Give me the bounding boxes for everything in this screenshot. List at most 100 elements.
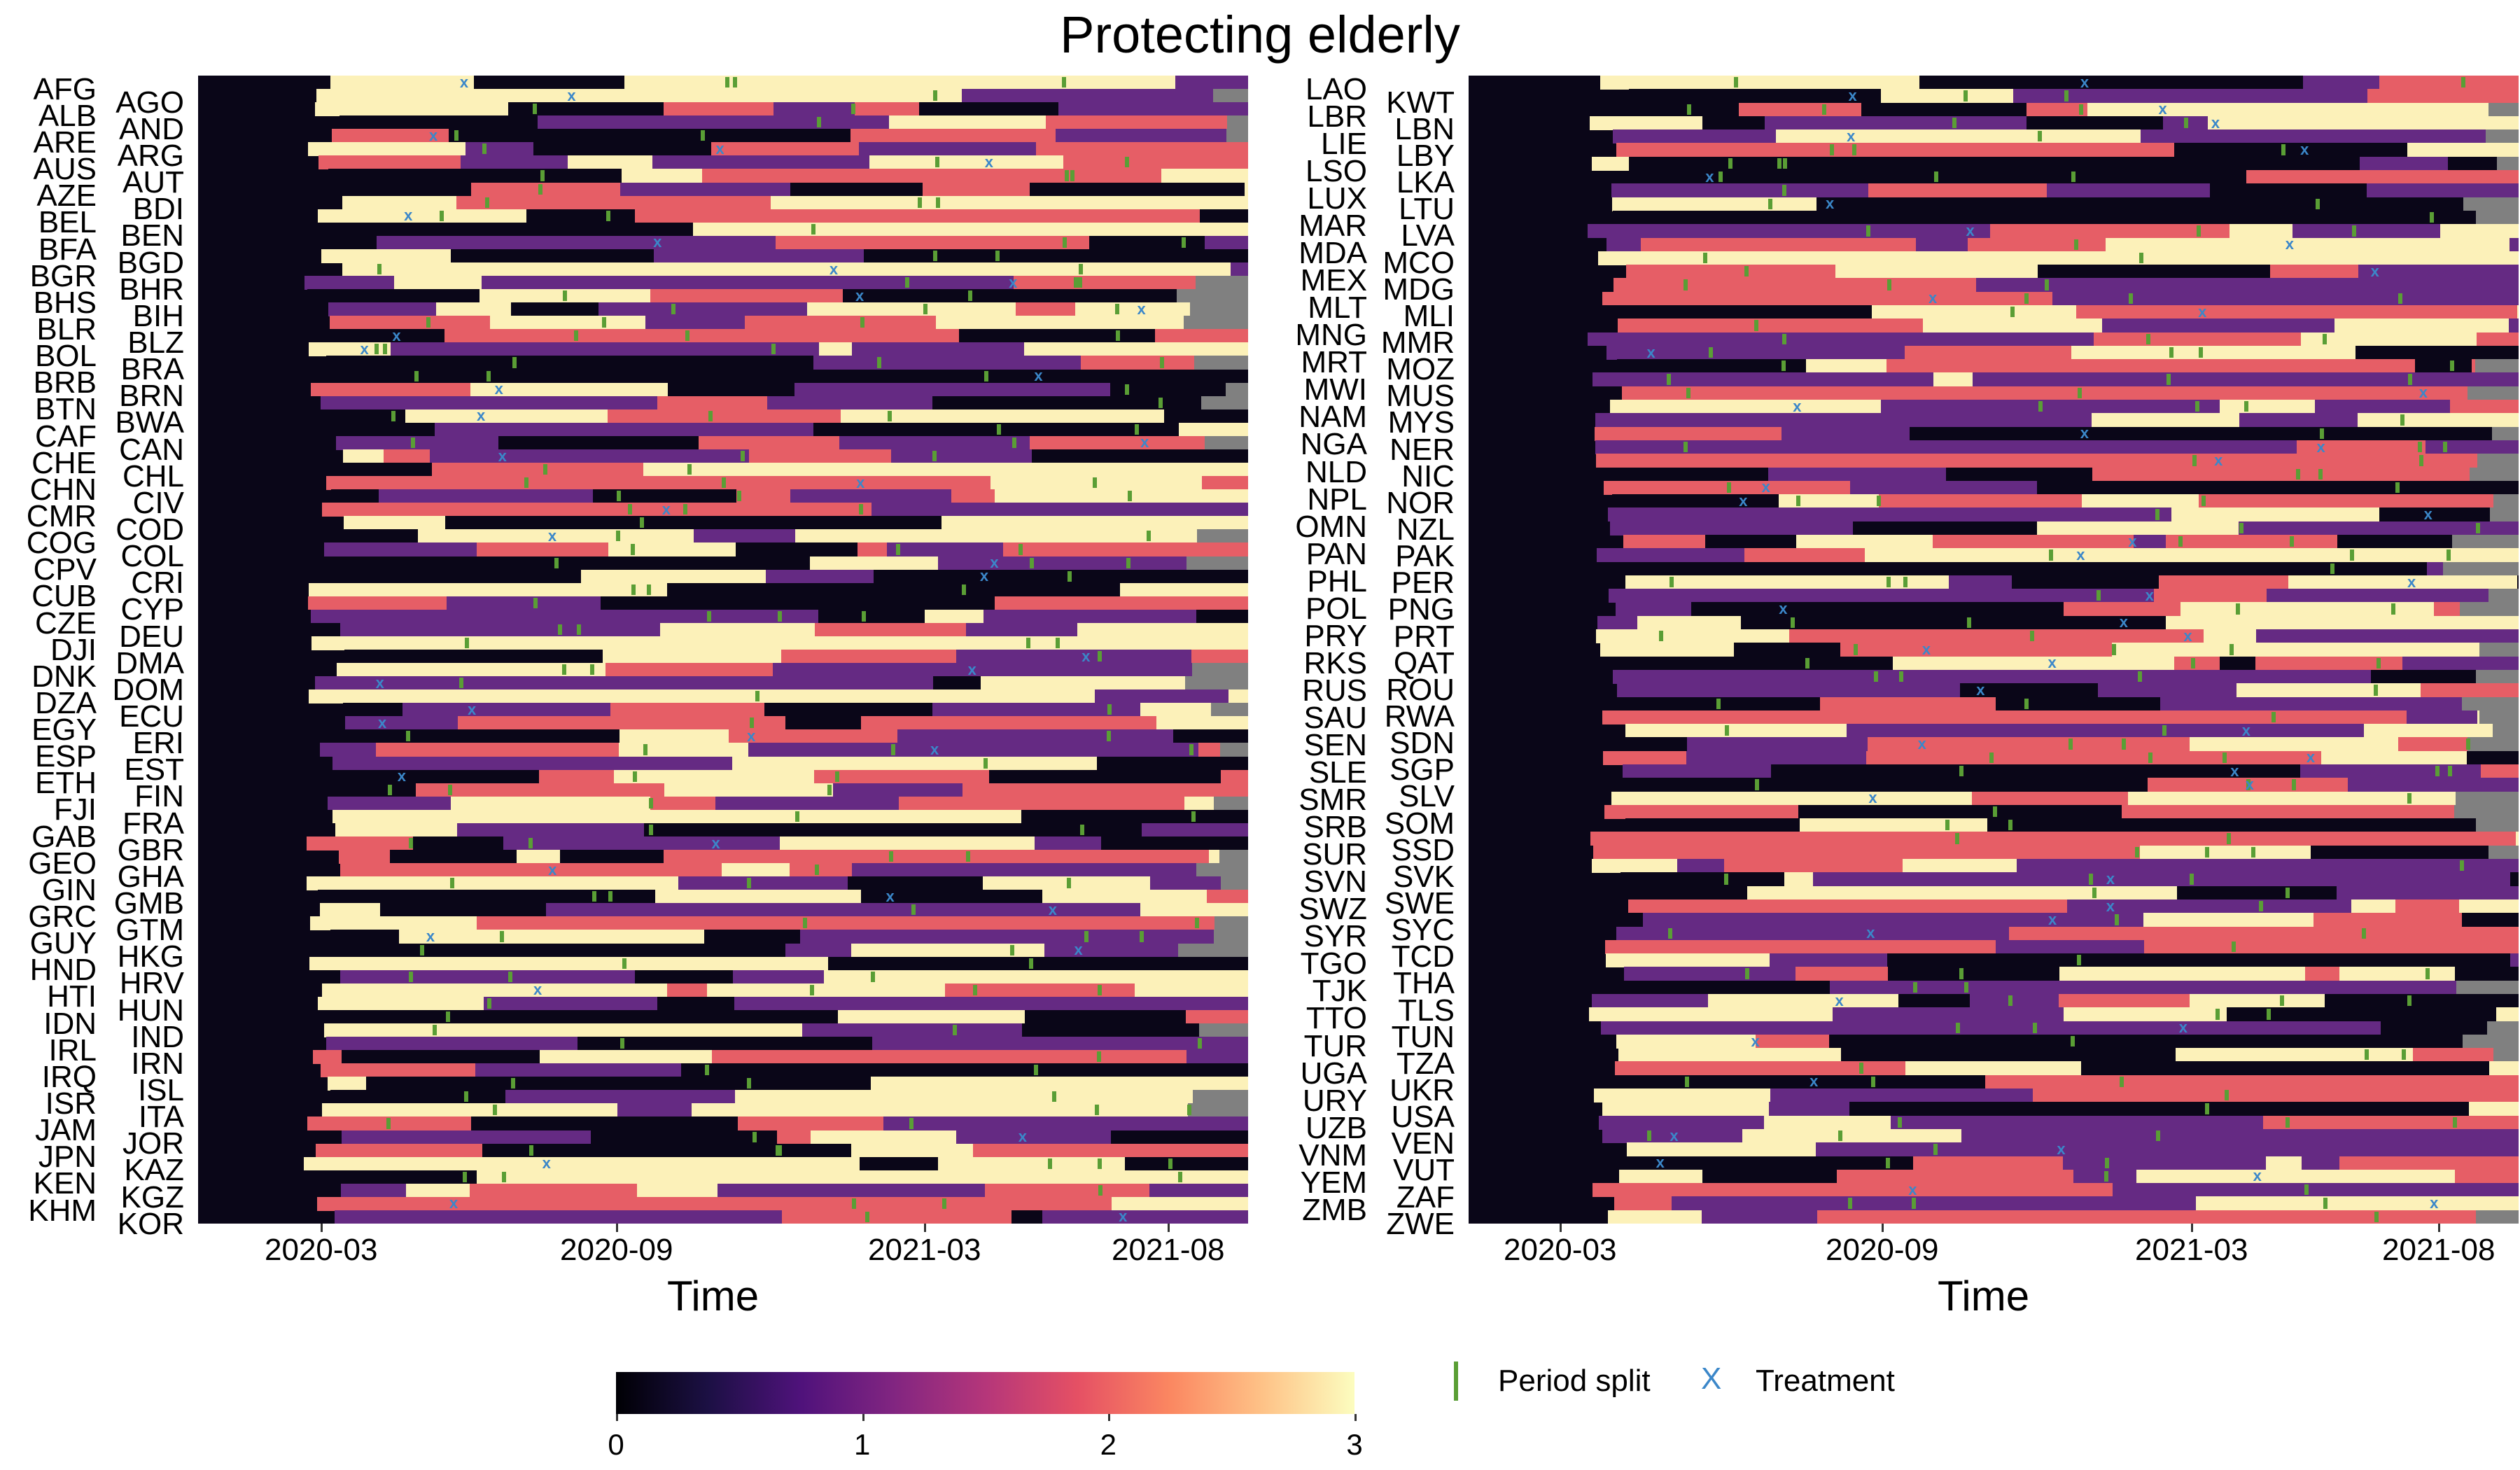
heatmap-cell xyxy=(635,969,734,984)
heatmap-cell xyxy=(1825,440,2026,454)
heatmap-cell xyxy=(2216,372,2359,387)
heatmap-cell xyxy=(1618,1048,1807,1063)
heatmap-cell xyxy=(981,676,1065,690)
heatmap-row: x xyxy=(198,1156,1248,1171)
heatmap-cell xyxy=(2004,197,2196,211)
heatmap-cell xyxy=(2219,656,2256,671)
y-tick-label-outer: GAB xyxy=(31,819,97,854)
heatmap-cell xyxy=(1603,656,1704,671)
heatmap-cell xyxy=(1886,359,2092,374)
y-tick-label-outer: PHL xyxy=(1307,564,1367,598)
heatmap-cell xyxy=(2066,589,2155,603)
x-tick xyxy=(1168,1224,1170,1232)
y-tick-label-outer: TTO xyxy=(1306,1001,1367,1036)
heatmap-cell xyxy=(1600,76,1630,90)
period-split-marker xyxy=(2461,77,2466,88)
heatmap-cell xyxy=(711,115,783,130)
heatmap-cell xyxy=(1187,969,1218,984)
heatmap-cell xyxy=(2240,1169,2372,1184)
heatmap-cell xyxy=(2403,1074,2519,1089)
missing-cell xyxy=(1213,796,1248,811)
heatmap-cell xyxy=(618,142,712,156)
heatmap-cell xyxy=(1592,1183,1642,1197)
heatmap-cell xyxy=(2059,1196,2197,1211)
y-tick-label-outer: HND xyxy=(29,953,97,988)
heatmap-cell xyxy=(1602,291,1685,306)
heatmap-cell xyxy=(1921,1088,2033,1102)
missing-cell xyxy=(2476,210,2519,225)
heatmap-cell xyxy=(1622,764,1772,778)
heatmap-cell xyxy=(853,596,995,610)
y-tick-label-inner: BDI xyxy=(132,192,184,227)
heatmap-cell xyxy=(2440,224,2519,239)
heatmap-row xyxy=(198,463,1248,477)
heatmap-cell xyxy=(860,716,1065,730)
heatmap-cell xyxy=(308,142,466,156)
y-tick-label-inner: VUT xyxy=(1393,1153,1455,1188)
treatment-marker: x xyxy=(2158,100,2167,118)
heatmap-cell xyxy=(326,769,423,784)
heatmap-cell xyxy=(1642,913,1769,927)
heatmap-cell xyxy=(1030,956,1100,971)
y-tick-label-outer: CHE xyxy=(31,445,97,480)
heatmap-cell xyxy=(547,235,630,250)
heatmap-cell xyxy=(524,690,578,704)
period-split-marker xyxy=(2169,346,2174,358)
period-split-marker xyxy=(1077,277,1082,288)
treatment-marker: x xyxy=(1048,900,1058,918)
treatment-marker: x xyxy=(2253,1167,2262,1185)
y-tick-label-outer: CPV xyxy=(33,552,97,587)
heatmap-cell xyxy=(457,822,645,837)
heatmap-row xyxy=(198,489,1248,503)
heatmap-cell xyxy=(698,435,840,450)
heatmap-cell xyxy=(2330,115,2519,130)
heatmap-cell xyxy=(693,489,737,503)
heatmap-cell xyxy=(1588,886,1748,900)
period-split-marker xyxy=(454,130,459,141)
heatmap-cell xyxy=(2337,454,2396,468)
heatmap-cell xyxy=(2216,791,2402,806)
y-tick-label-inner: VEN xyxy=(1391,1126,1455,1161)
x-tick-label: 2021-08 xyxy=(1112,1233,1225,1267)
heatmap-cell xyxy=(883,1116,1005,1131)
heatmap-cell xyxy=(744,769,783,784)
heatmap-cell xyxy=(2331,1061,2490,1076)
heatmap-cell xyxy=(2143,939,2215,954)
heatmap-cell xyxy=(1613,696,1669,711)
heatmap-cell xyxy=(838,1009,1026,1024)
heatmap-cell xyxy=(2190,480,2258,495)
y-tick-label-inner: BLZ xyxy=(127,326,184,360)
heatmap-cell xyxy=(1125,1156,1155,1171)
heatmap-cell xyxy=(2246,170,2399,184)
heatmap-cell xyxy=(1793,1169,1837,1184)
heatmap-cell xyxy=(525,1210,666,1224)
heatmap-cell xyxy=(882,876,983,890)
heatmap-cell xyxy=(858,142,1037,156)
heatmap-cell xyxy=(1102,1023,1221,1037)
heatmap-cell xyxy=(785,1009,839,1024)
heatmap-cell xyxy=(375,743,555,757)
period-split-marker xyxy=(1125,157,1130,168)
period-split-legend-marker xyxy=(1454,1362,1458,1401)
heatmap-cell xyxy=(2356,548,2441,563)
y-tick-label-outer: HTI xyxy=(47,979,97,1014)
heatmap-cell xyxy=(1734,413,1802,428)
heatmap-cell xyxy=(1003,542,1163,557)
period-split-marker xyxy=(1139,931,1144,942)
period-split-marker xyxy=(543,464,548,475)
heatmap-row xyxy=(198,596,1248,610)
heatmap-cell xyxy=(1803,507,1978,522)
heatmap-cell xyxy=(2311,872,2398,887)
heatmap-cell xyxy=(777,302,808,316)
period-split-marker xyxy=(377,263,382,275)
heatmap-cell xyxy=(505,1090,626,1104)
y-tick-label-inner: HRV xyxy=(119,966,184,1001)
period-split-marker xyxy=(1964,981,1969,993)
heatmap-cell xyxy=(475,1063,682,1077)
heatmap-cell xyxy=(764,382,795,397)
heatmap-cell xyxy=(1965,115,2028,130)
heatmap-cell xyxy=(1149,1183,1193,1198)
y-tick-label-outer: OMN xyxy=(1295,509,1367,544)
heatmap-cell xyxy=(1686,750,1867,765)
heatmap-cell xyxy=(330,316,491,330)
